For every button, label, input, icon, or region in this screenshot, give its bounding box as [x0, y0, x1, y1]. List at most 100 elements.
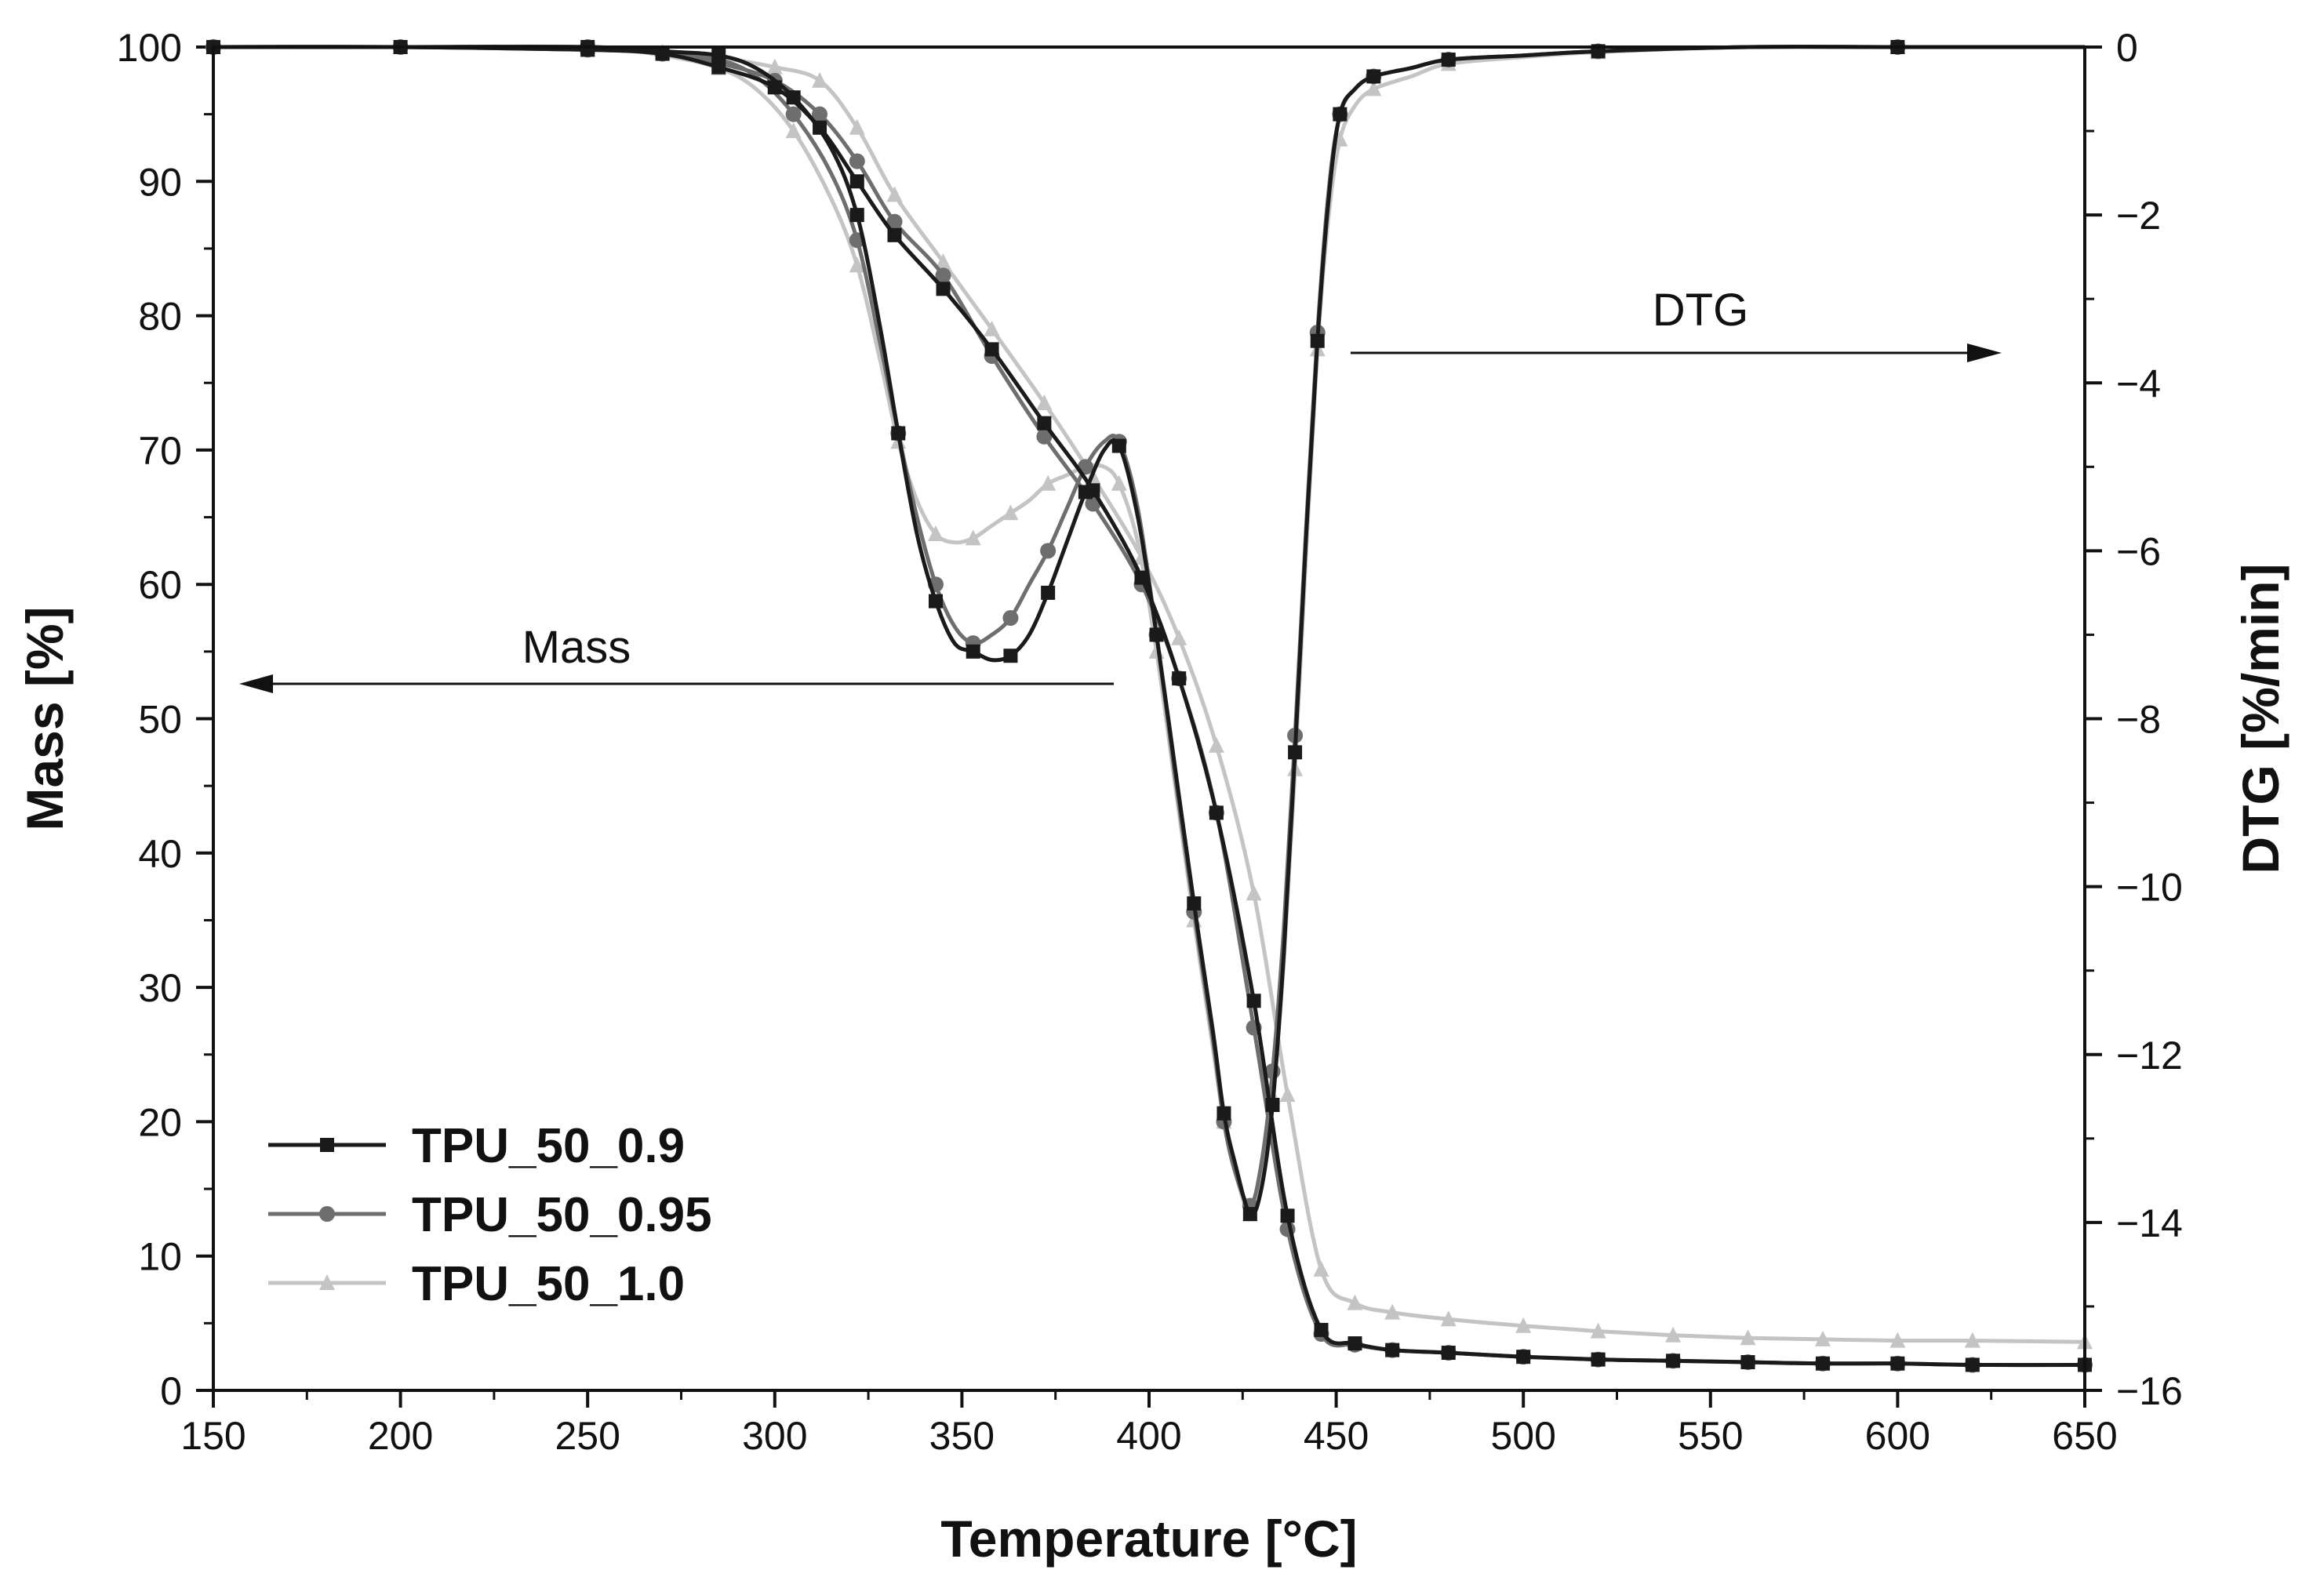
mass-point-tpu-50-0-9-455 — [1347, 1336, 1362, 1351]
mass-point-tpu-50-0-95-345 — [935, 267, 951, 284]
y-tick-label-50: 50 — [138, 698, 182, 742]
y2-tick-label--10: −10 — [2116, 866, 2183, 910]
mass-point-tpu-50-1-0-358 — [984, 320, 1000, 336]
y-tick-label-70: 70 — [138, 429, 182, 473]
dtg-point-tpu-50-1-0-392 — [1111, 474, 1127, 491]
dtg-point-tpu-50-1-0-353 — [965, 529, 981, 546]
mass-point-tpu-50-1-0-300 — [766, 58, 783, 74]
legend-marker-shape-1 — [319, 1206, 335, 1222]
mass-point-tpu-50-0-95-312 — [812, 106, 828, 122]
x-tick-label-200: 200 — [368, 1414, 433, 1458]
dtg-point-tpu-50-0-9-480 — [1441, 53, 1456, 67]
mass-point-tpu-50-0-9-300 — [767, 80, 782, 95]
legend-label-tpu-50-0-95: TPU_50_0.95 — [412, 1188, 712, 1242]
y-tick-label-60: 60 — [138, 563, 182, 607]
mass-point-tpu-50-0-9-408 — [1172, 671, 1187, 686]
mass-point-tpu-50-1-0-465 — [1384, 1303, 1401, 1320]
dtg-point-tpu-50-0-9-451 — [1333, 107, 1347, 122]
legend-marker-tpu-50-1-0 — [319, 1274, 335, 1290]
y2-tick-label--12: −12 — [2116, 1034, 2183, 1077]
x-tick-label-250: 250 — [555, 1414, 620, 1458]
mass-point-tpu-50-0-9-620 — [1965, 1357, 1980, 1372]
dtg-point-tpu-50-0-9-363 — [1003, 649, 1018, 663]
plot-frame — [212, 45, 2086, 1392]
series-layer — [205, 38, 2093, 1373]
x-tick-label-300: 300 — [742, 1414, 807, 1458]
mass-point-tpu-50-1-0-428 — [1246, 885, 1262, 901]
mass-annotation: Mass — [239, 622, 1114, 693]
mass-point-tpu-50-1-0-332 — [886, 186, 903, 202]
mass-point-tpu-50-0-9-446 — [1314, 1322, 1329, 1337]
mass-point-tpu-50-0-9-600 — [1890, 1356, 1905, 1371]
dtg-annotation: DTG — [1351, 285, 2002, 362]
dtg-point-tpu-50-0-95-305 — [785, 106, 802, 122]
mass-point-tpu-50-1-0-312 — [812, 71, 828, 88]
dtg-point-tpu-50-0-9-322 — [849, 208, 864, 223]
mass-point-tpu-50-1-0-560 — [1740, 1329, 1756, 1346]
mass-point-tpu-50-0-9-372 — [1037, 416, 1052, 431]
legend-label-tpu-50-1-0: TPU_50_1.0 — [412, 1257, 685, 1311]
mass-point-tpu-50-0-9-312 — [813, 120, 827, 135]
dtg-point-tpu-50-1-0-322 — [849, 256, 865, 273]
y-tick-label-10: 10 — [138, 1235, 182, 1279]
x-tick-label-600: 600 — [1865, 1414, 1930, 1458]
x-tick-label-450: 450 — [1304, 1414, 1369, 1458]
mass-point-tpu-50-0-9-270 — [655, 46, 670, 61]
mass-point-tpu-50-0-95-322 — [849, 153, 865, 169]
y-tick-label-20: 20 — [138, 1100, 182, 1144]
y-tick-label-90: 90 — [138, 160, 182, 204]
dtg-point-tpu-50-0-9-305 — [786, 90, 801, 105]
x-tick-label-500: 500 — [1490, 1414, 1555, 1458]
y-tick-label-100: 100 — [117, 26, 182, 70]
dtg-point-tpu-50-0-9-445 — [1310, 333, 1325, 348]
mass-point-tpu-50-0-9-358 — [984, 342, 999, 357]
dtg-point-tpu-50-1-0-373 — [1040, 474, 1057, 491]
dtg-point-tpu-50-0-9-412 — [1187, 896, 1202, 911]
mass-annotation-label: Mass — [522, 622, 631, 673]
tick-labels: 150 200 250 300 350 400 450 500 550 600 6500102030… — [117, 26, 2183, 1458]
mass-point-tpu-50-0-9-500 — [1516, 1350, 1531, 1365]
mass-point-tpu-50-1-0-520 — [1590, 1322, 1606, 1339]
dtg-point-tpu-50-0-9-427 — [1242, 1207, 1257, 1222]
dtg-point-tpu-50-0-95-363 — [1002, 610, 1019, 627]
legend: TPU_50_0.9 TPU_50_0.95 TPU_50_1.0 — [268, 1119, 712, 1311]
y-axis-title-mass: Mass [%] — [16, 606, 74, 830]
x-tick-label-350: 350 — [929, 1414, 995, 1458]
y2-tick-label--14: −14 — [2116, 1201, 2183, 1245]
y-tick-label-80: 80 — [138, 295, 182, 339]
x-tick-label-150: 150 — [180, 1414, 245, 1458]
dtg-point-tpu-50-1-0-460 — [1366, 80, 1382, 96]
mass-point-tpu-50-1-0-620 — [1964, 1332, 1980, 1348]
dtg-point-tpu-50-0-9-373 — [1041, 585, 1056, 600]
legend-entry-tpu-50-0-95: TPU_50_0.95 — [268, 1188, 712, 1242]
dtg-point-tpu-50-0-9-433 — [1265, 1097, 1280, 1112]
dtg-annotation-label: DTG — [1653, 285, 1748, 336]
mass-point-tpu-50-1-0-418 — [1208, 736, 1224, 753]
mass-point-tpu-50-0-9-540 — [1666, 1354, 1681, 1368]
mass-point-tpu-50-0-9-560 — [1740, 1355, 1755, 1370]
mass-point-tpu-50-0-9-285 — [711, 60, 726, 74]
dtg-point-tpu-50-0-9-460 — [1366, 69, 1381, 84]
mass-arrowhead — [239, 674, 273, 693]
mass-point-tpu-50-1-0-408 — [1171, 629, 1187, 645]
dtg-point-tpu-50-0-9-402 — [1149, 627, 1164, 642]
dtg-point-tpu-50-1-0-343 — [927, 525, 944, 541]
dtg-arrowhead — [1967, 343, 2002, 362]
mass-point-tpu-50-0-9-398 — [1134, 570, 1149, 585]
dtg-point-tpu-50-0-9-392 — [1111, 438, 1126, 453]
x-tick-label-550: 550 — [1678, 1414, 1743, 1458]
mass-point-tpu-50-0-9-345 — [936, 282, 951, 296]
mass-point-tpu-50-0-9-332 — [887, 227, 902, 242]
y2-tick-label--6: −6 — [2116, 529, 2161, 573]
legend-marker-tpu-50-0-95 — [319, 1206, 335, 1222]
legend-entry-tpu-50-1-0: TPU_50_1.0 — [268, 1257, 685, 1311]
mass-point-tpu-50-1-0-455 — [1347, 1294, 1363, 1310]
mass-point-tpu-50-0-9-322 — [849, 174, 864, 189]
dtg-point-tpu-50-0-95-373 — [1040, 543, 1057, 559]
dtg-point-tpu-50-0-9-383 — [1078, 485, 1093, 500]
legend-marker-shape-2 — [319, 1274, 335, 1290]
mass-point-tpu-50-0-9-418 — [1209, 805, 1224, 820]
legend-label-tpu-50-0-9: TPU_50_0.9 — [412, 1119, 685, 1173]
